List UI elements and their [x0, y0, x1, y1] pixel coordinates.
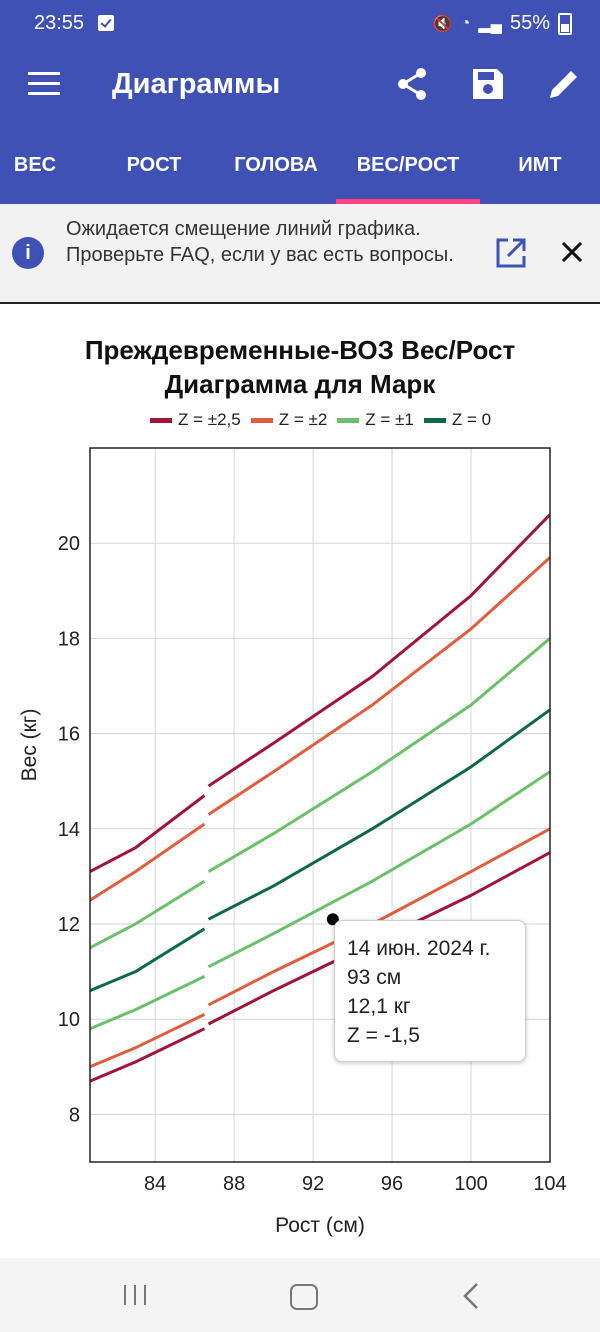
tab-head[interactable]: ГОЛОВА: [234, 154, 318, 176]
legend-swatch: [337, 417, 360, 423]
x-tick-label: 84: [144, 1173, 166, 1195]
series-line: [207, 556, 552, 816]
status-time: 23:55: [34, 12, 85, 34]
app-title: Диаграммы: [112, 68, 281, 100]
x-axis-label: Рост (см): [275, 1214, 365, 1237]
data-point-tooltip: 14 июн. 2024 г. 93 см 12,1 кг Z = -1,5: [334, 920, 526, 1062]
mute-icon: 🔇: [432, 15, 453, 33]
series-line: [207, 513, 552, 788]
y-axis-label: Вес (кг): [18, 709, 41, 782]
legend-item-z25: Z = ±2,5: [150, 410, 241, 430]
edit-icon[interactable]: [544, 64, 584, 104]
y-tick-label: 14: [58, 819, 80, 841]
y-tick-label: 20: [58, 533, 80, 555]
series-line: [89, 879, 206, 950]
growth-chart: 84 88 92 96 100 104 8 10 12 14 16 18 20 Рост (см) Вес …: [18, 447, 567, 1237]
plot-border: [89, 447, 551, 1163]
banner-text: Ожидается смещение линий графика. Провер…: [66, 218, 454, 266]
y-tick-label: 10: [58, 1009, 80, 1031]
y-tick-label: 12: [58, 914, 80, 936]
wifi-icon: ◔: [460, 14, 471, 32]
legend-label: Z = 0: [451, 410, 492, 429]
y-tick-label: 16: [58, 724, 80, 746]
chart-title: Преждевременные-ВОЗ Вес/Рост Диаграмма д…: [84, 335, 516, 399]
info-icon: i: [12, 237, 44, 269]
series-line: [207, 770, 551, 969]
tab-bmi[interactable]: ИМТ: [518, 154, 562, 176]
tab-weight-height[interactable]: ВЕС/РОСТ: [356, 154, 460, 176]
status-bar: 23:55 🔇 ◔ ▂▄ 55%: [0, 0, 600, 46]
system-nav-bar: [0, 1258, 600, 1332]
legend-label: Z = ±2: [278, 410, 328, 429]
tab-height[interactable]: РОСТ: [126, 154, 182, 176]
tooltip-z-score: Z = -1,5: [347, 1024, 420, 1047]
tooltip-weight: 12,1 кг: [347, 995, 411, 1018]
legend-swatch: [250, 417, 273, 423]
tooltip-height: 93 см: [347, 966, 402, 989]
legend-item-z2: Z = ±2: [250, 410, 328, 430]
legend-item-z0: Z = 0: [423, 410, 492, 430]
app-bar: Диаграммы: [0, 46, 600, 128]
tab-bar: ВЕС РОСТ ГОЛОВА ВЕС/РОСТ ИМТ: [0, 128, 600, 204]
series-line: [89, 822, 206, 902]
open-external-icon[interactable]: [494, 236, 528, 270]
series-line: [89, 794, 206, 873]
share-icon[interactable]: [392, 64, 432, 104]
signal-icon: ▂▄: [478, 15, 502, 33]
recents-icon[interactable]: [122, 1284, 148, 1306]
close-icon[interactable]: [558, 238, 586, 266]
y-tick-label: 18: [58, 628, 80, 650]
legend-item-z1: Z = ±1: [337, 410, 414, 430]
series-line: [89, 927, 206, 992]
status-icons: 🔇 ◔ ▂▄ 55%: [433, 12, 572, 35]
x-tick-label: 100: [454, 1173, 487, 1195]
x-tick-label: 96: [381, 1173, 403, 1195]
legend-label: Z = ±1: [365, 410, 414, 429]
legend-swatch: [150, 417, 172, 423]
battery-percent: 55%: [509, 12, 550, 34]
series-line: [89, 1027, 206, 1083]
selected-tab-indicator: [336, 199, 480, 204]
series-line: [89, 975, 206, 1031]
legend-label: Z = ±2,5: [178, 410, 241, 429]
info-banner: [0, 204, 600, 304]
y-tick-label: 8: [69, 1104, 80, 1126]
series-line: [89, 1013, 206, 1069]
legend-swatch: [423, 417, 446, 423]
save-icon[interactable]: [468, 64, 508, 104]
tooltip-date: 14 июн. 2024 г.: [347, 937, 491, 960]
series-line: [207, 708, 551, 921]
home-icon[interactable]: [290, 1284, 318, 1310]
x-tick-label: 104: [533, 1173, 566, 1195]
x-tick-label: 88: [223, 1173, 245, 1195]
back-icon[interactable]: [460, 1282, 482, 1310]
notification-check-icon: [98, 15, 114, 31]
chart-legend: Z = ±2,5 Z = ±2 Z = ±1 Z = 0: [150, 408, 491, 432]
menu-icon[interactable]: [28, 72, 60, 96]
tab-weight[interactable]: ВЕС: [13, 154, 57, 176]
series-line: [207, 637, 551, 873]
battery-icon: [558, 12, 572, 35]
x-tick-label: 92: [302, 1173, 324, 1195]
